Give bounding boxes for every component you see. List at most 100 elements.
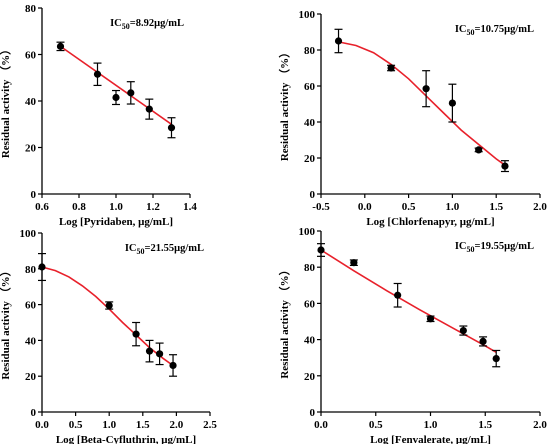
chart-panel-2: 0 20 40 60 80 100 -0.5 0.0 0.5 1.0 1.5 2.0 Log [Chlo… — [278, 9, 547, 228]
x-tick-label: 0.0 — [358, 201, 372, 213]
x-tick-label: 0.5 — [69, 419, 83, 431]
y-tick-label: 60 — [25, 300, 37, 312]
ic50-value: =19.55μg/mL — [475, 241, 534, 252]
data-point — [145, 347, 154, 355]
ic50-annotation: IC50=8.92μg/mL — [110, 18, 184, 31]
ic50-annotation: IC50=19.55μg/mL — [455, 241, 534, 254]
x-axis-label: Log [Pyridaben, μg/mL] — [59, 216, 173, 228]
y-axis-label: Residual activity （%） — [0, 44, 12, 158]
ic50-value: =21.55μg/mL — [145, 243, 204, 254]
x-tick-label: 2.5 — [203, 419, 217, 431]
ic50-annotation: IC50=10.75μg/mL — [455, 24, 534, 37]
y-tick-label: 40 — [25, 96, 37, 108]
data-point — [132, 330, 140, 338]
y-tick-label: 60 — [304, 298, 316, 310]
data-point — [93, 70, 102, 78]
x-axis-label: Log [Chlorfenapyr, μg/mL] — [366, 216, 494, 228]
x-tick-label: 0.0 — [35, 419, 49, 431]
x-tick-label: 1.5 — [478, 419, 492, 431]
data-point — [387, 64, 395, 72]
x-tick-label: -0.5 — [312, 201, 330, 213]
ic50-prefix: IC — [455, 241, 467, 252]
data-point — [479, 337, 487, 346]
x-tick-label: 0.0 — [314, 419, 328, 431]
chart-panel-1: 0 20 40 60 80 0.6 0.8 1.0 1.2 1.4 Log [Pyridaben, … — [0, 3, 197, 228]
data-point — [127, 89, 135, 97]
x-tick-label: 0.8 — [72, 201, 86, 213]
y-axis-label: Residual activity （%） — [278, 47, 291, 161]
ic50-subscript: 50 — [467, 28, 475, 37]
y-tick-label: 40 — [25, 335, 37, 347]
data-point — [169, 361, 177, 370]
y-tick-label: 60 — [304, 81, 316, 93]
y-tick-label: 80 — [25, 264, 37, 276]
ic50-subscript: 50 — [467, 245, 475, 254]
data-point — [492, 355, 500, 363]
x-tick-label: 0.5 — [369, 419, 383, 431]
y-tick-label: 0 — [31, 407, 37, 419]
x-axis-label: Log [Fenvalerate, μg/mL] — [370, 434, 491, 444]
data-point — [422, 85, 430, 93]
y-tick-label: 100 — [299, 9, 316, 21]
y-tick-label: 40 — [304, 117, 316, 129]
x-tick-label: 0.5 — [402, 201, 416, 213]
data-point — [501, 162, 509, 170]
x-tick-label: 1.5 — [489, 201, 503, 213]
data-point — [112, 93, 120, 102]
x-axis-label: Log [Beta-Cyfluthrin, μg/mL] — [56, 434, 196, 444]
x-tick-label: 1.5 — [136, 419, 150, 431]
ic50-subscript: 50 — [122, 22, 130, 31]
x-tick-label: 2.0 — [533, 201, 547, 213]
y-tick-label: 20 — [25, 371, 37, 383]
data-point — [394, 291, 402, 299]
data-point — [350, 259, 358, 267]
x-tick-label: 0.6 — [35, 201, 49, 213]
y-tick-label: 40 — [304, 335, 316, 347]
data-point — [156, 350, 164, 358]
y-tick-label: 80 — [25, 3, 37, 15]
ic50-value: =8.92μg/mL — [130, 18, 184, 29]
ic50-subscript: 50 — [137, 247, 145, 256]
data-point — [475, 146, 483, 154]
y-tick-label: 0 — [310, 189, 316, 201]
fit-curve — [60, 45, 172, 125]
chart-panel-3: 0 20 40 60 80 100 0.0 0.5 1.0 1.5 2.0 2.5 Log [Beta-… — [0, 228, 217, 444]
ic50-prefix: IC — [125, 243, 137, 254]
chart-panel-4: 0 20 40 60 80 100 0.0 0.5 1.0 1.5 2.0 Log [Fenvaler… — [278, 226, 547, 444]
y-tick-label: 20 — [304, 153, 316, 165]
data-point — [145, 105, 153, 113]
ic50-prefix: IC — [455, 24, 467, 35]
y-tick-label: 20 — [25, 143, 37, 155]
fit-curve — [320, 249, 497, 353]
data-point — [334, 37, 343, 45]
y-tick-label: 60 — [25, 50, 37, 62]
y-tick-label: 100 — [20, 228, 37, 240]
y-tick-label: 20 — [304, 371, 316, 383]
y-axis-label: Residual activity （%） — [278, 264, 291, 378]
x-tick-label: 1.0 — [109, 201, 123, 213]
data-point — [167, 124, 176, 132]
x-tick-label: 2.0 — [533, 419, 547, 431]
ic50-annotation: IC50=21.55μg/mL — [125, 243, 204, 256]
data-point — [317, 246, 325, 254]
data-point — [448, 99, 456, 107]
y-axis-label: Residual activity （%） — [0, 265, 12, 379]
x-tick-label: 1.0 — [102, 419, 116, 431]
data-point — [56, 42, 65, 50]
data-point — [38, 263, 46, 271]
y-tick-label: 80 — [304, 45, 316, 57]
x-tick-label: 1.0 — [424, 419, 438, 431]
y-tick-label: 0 — [310, 407, 316, 419]
ic50-value: =10.75μg/mL — [475, 24, 534, 35]
x-tick-label: 1.2 — [146, 201, 160, 213]
ic50-prefix: IC — [110, 18, 122, 29]
data-point — [426, 315, 435, 323]
x-tick-label: 1.4 — [183, 201, 197, 213]
data-point — [105, 301, 113, 310]
y-tick-label: 0 — [31, 189, 37, 201]
data-point — [459, 326, 467, 335]
x-tick-label: 2.0 — [170, 419, 184, 431]
y-tick-label: 100 — [299, 226, 316, 238]
y-tick-label: 80 — [304, 262, 316, 274]
